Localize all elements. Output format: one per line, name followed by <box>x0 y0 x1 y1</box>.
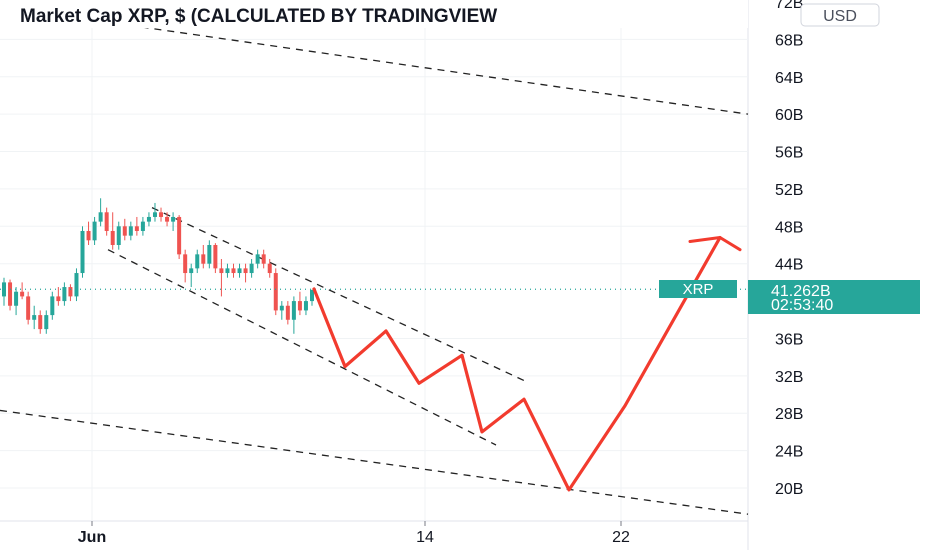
candle-body <box>231 268 236 274</box>
projection-line <box>312 235 722 492</box>
time-tick-label: 22 <box>612 529 630 546</box>
candle-body <box>219 268 224 274</box>
candle-body <box>249 263 254 274</box>
price-axis[interactable]: 72B 68B 64B 60B 56B 52B 48B 44B 36B 32B 28B 24B 20B <box>775 0 803 498</box>
candle-body <box>140 221 145 231</box>
candle-body <box>273 273 278 311</box>
candle-body <box>50 296 55 316</box>
candle-body <box>297 301 302 311</box>
candle-body <box>195 254 200 269</box>
candle-body <box>86 230 91 241</box>
price-value: 41.262B <box>771 283 831 300</box>
candle-body <box>116 226 121 245</box>
price-tick-label: 20B <box>775 481 803 498</box>
price-tick-label: 68B <box>775 32 803 49</box>
candle-body <box>104 212 109 231</box>
projection-path[interactable] <box>312 235 742 492</box>
trendline <box>0 6 749 115</box>
price-tick-label: 32B <box>775 369 803 386</box>
candle-body <box>80 230 85 274</box>
candle-body <box>207 245 212 264</box>
candle-body <box>279 305 284 311</box>
candle-body <box>291 301 296 320</box>
current-price-badge: XRP 41.262B 02:53:40 <box>659 280 920 314</box>
candle-body <box>20 291 25 297</box>
price-tick-label: 56B <box>775 145 803 162</box>
time-axis[interactable]: Jun 14 22 <box>78 521 630 546</box>
trendline <box>0 409 749 515</box>
candle-body <box>237 268 242 274</box>
candle-body <box>92 221 97 241</box>
candle-body <box>68 287 73 297</box>
price-tick-label: 64B <box>775 70 803 87</box>
grid <box>0 0 749 550</box>
candle-body <box>310 289 314 302</box>
candle-body <box>98 212 103 222</box>
candle-body <box>165 216 170 222</box>
candles <box>2 198 314 334</box>
candle-body <box>261 254 266 264</box>
candle-body <box>38 315 43 330</box>
candle-body <box>32 315 37 320</box>
candle-body <box>74 273 79 297</box>
candle-body <box>267 263 272 274</box>
candle-body <box>303 301 308 311</box>
candle-body <box>56 296 61 302</box>
price-tick-label: 52B <box>775 182 803 199</box>
price-tick-label: 60B <box>775 107 803 124</box>
candle-body <box>134 226 139 231</box>
candle-body <box>110 230 115 245</box>
price-tick-label: 44B <box>775 257 803 274</box>
candle-body <box>62 287 67 302</box>
candle-body <box>213 245 218 269</box>
candle-body <box>159 212 164 217</box>
candle-body <box>225 268 230 274</box>
price-tick-label: 36B <box>775 331 803 348</box>
candle-body <box>201 254 206 264</box>
chart-header: Market Cap XRP, $ (CALCULATED BY TRADING… <box>0 0 748 28</box>
time-tick-label: 14 <box>416 529 434 546</box>
candle-body <box>171 216 176 222</box>
title-background <box>0 0 748 28</box>
chart-title: Market Cap XRP, $ (CALCULATED BY TRADING… <box>20 6 497 27</box>
candle-body <box>2 282 6 297</box>
candle-body <box>128 226 133 236</box>
time-tick-label: Jun <box>78 529 106 546</box>
candle-body <box>189 268 194 274</box>
price-tick-label: 24B <box>775 444 803 461</box>
symbol-badge <box>659 280 737 298</box>
price-tick-label: 28B <box>775 406 803 423</box>
bar-countdown: 02:53:40 <box>771 297 833 314</box>
trendline <box>151 207 529 383</box>
candle-body <box>122 226 127 236</box>
symbol-label: XRP <box>683 281 714 298</box>
candle-body <box>177 216 182 255</box>
candle-body <box>152 212 157 217</box>
candle-body <box>243 268 248 274</box>
candle-body <box>285 305 290 320</box>
currency-button[interactable]: USD <box>800 3 880 27</box>
candle-body <box>14 291 19 306</box>
trendlines[interactable] <box>0 6 749 515</box>
candle-body <box>255 254 260 264</box>
candle-body <box>146 216 151 222</box>
currency-button-frame[interactable] <box>800 3 880 27</box>
projection-arrowhead <box>688 236 742 252</box>
candle-body <box>183 254 188 274</box>
price-tick-label: 48B <box>775 219 803 236</box>
price-tick-label: 72B <box>775 0 803 12</box>
currency-button-label[interactable]: USD <box>823 8 857 25</box>
price-badge <box>748 280 920 314</box>
candle-body <box>26 296 31 320</box>
candle-body <box>44 315 49 330</box>
trendline <box>107 249 497 446</box>
candle-body <box>8 282 13 306</box>
